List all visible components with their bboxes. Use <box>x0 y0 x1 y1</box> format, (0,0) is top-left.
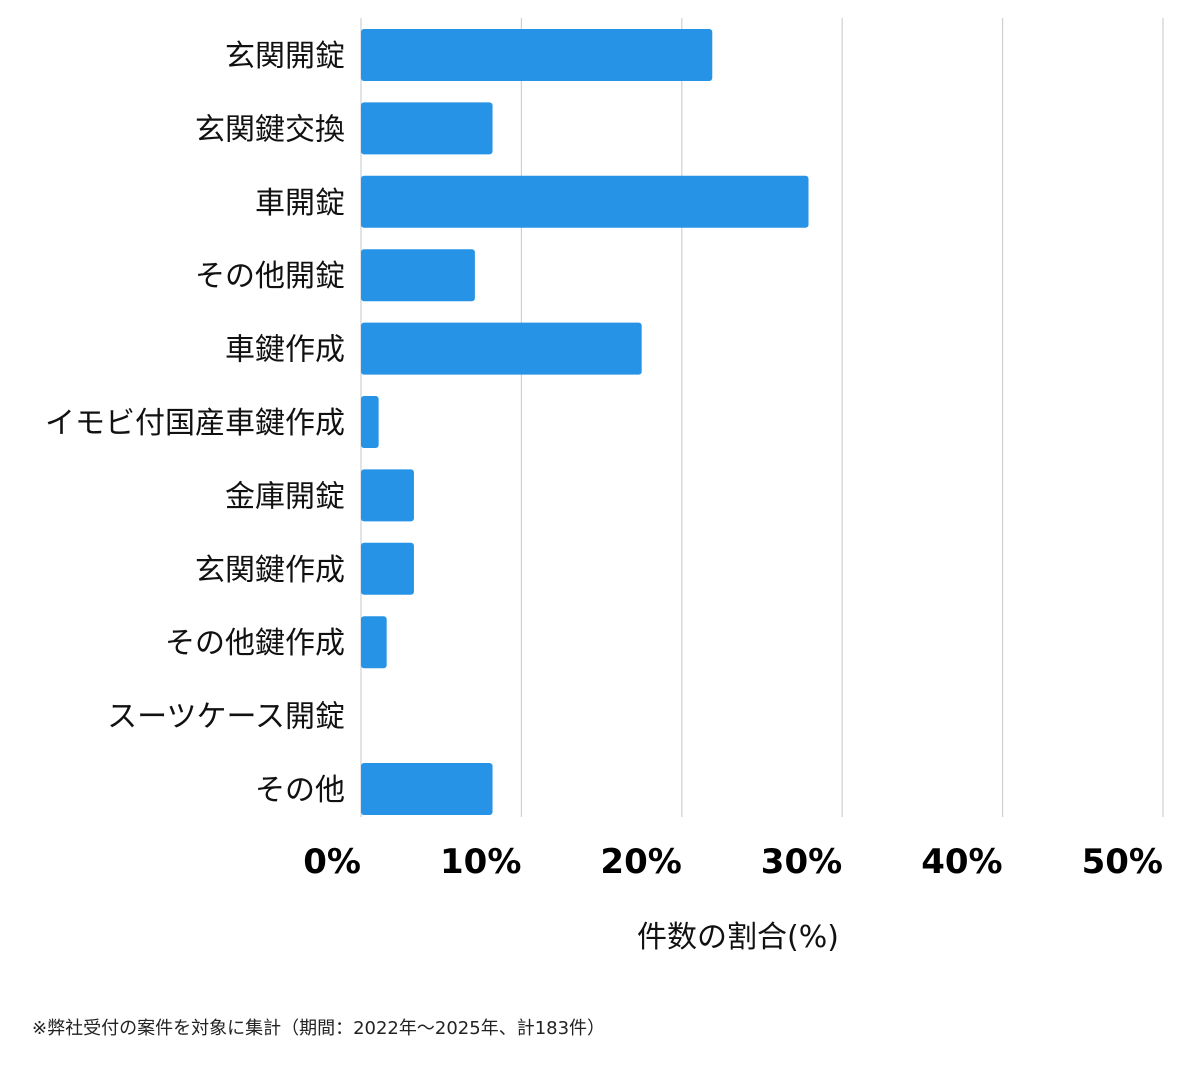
bar <box>361 396 379 448</box>
category-label: 金庫開錠 <box>225 479 345 514</box>
bar <box>361 175 809 228</box>
grid-lines <box>360 18 1164 817</box>
category-label: 玄関鍵交換 <box>195 112 345 147</box>
x-tick-label: 10% <box>440 842 521 882</box>
bars <box>361 29 809 815</box>
x-tick-labels: 0% 10% 20% 30% 40% 50% <box>303 842 1163 882</box>
bar <box>361 469 414 522</box>
bar <box>361 763 493 815</box>
bar <box>361 102 493 155</box>
category-label: 玄関鍵作成 <box>195 553 345 588</box>
category-labels: 玄関開錠玄関鍵交換車開錠その他開錠車鍵作成イモビ付国産車鍵作成金庫開錠玄関鍵作成… <box>45 39 345 808</box>
category-label: 車鍵作成 <box>225 333 345 368</box>
category-label: その他 <box>255 773 345 808</box>
bar <box>361 29 713 81</box>
category-label: スーツケース開錠 <box>107 700 345 735</box>
x-tick-label: 40% <box>921 842 1002 882</box>
x-axis-title: 件数の割合(%) <box>637 920 839 955</box>
category-label: 玄関開錠 <box>225 39 345 74</box>
bar <box>361 542 414 595</box>
bar <box>361 322 642 375</box>
category-label: その他開錠 <box>195 259 345 294</box>
category-label: イモビ付国産車鍵作成 <box>45 406 345 441</box>
x-tick-label: 30% <box>761 842 842 882</box>
x-tick-label: 0% <box>303 842 361 882</box>
bar <box>361 616 387 669</box>
category-label: 車開錠 <box>255 186 345 221</box>
x-tick-label: 20% <box>600 842 681 882</box>
footnote: ※弊社受付の案件を対象に集計（期間：2022年〜2025年、計183件） <box>32 1018 606 1039</box>
x-tick-label: 50% <box>1082 842 1163 882</box>
category-label: その他鍵作成 <box>165 626 345 661</box>
bar <box>361 249 475 302</box>
